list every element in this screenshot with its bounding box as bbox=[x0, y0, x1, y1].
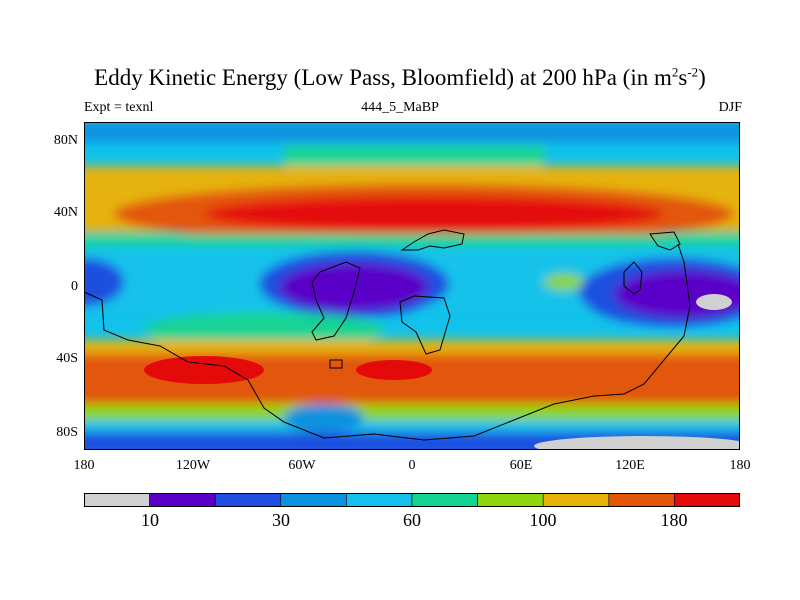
legend-frame bbox=[84, 493, 740, 507]
lon-label: 120E bbox=[615, 458, 645, 473]
legend-label: 100 bbox=[529, 510, 557, 530]
jet-core bbox=[204, 196, 664, 232]
lon-label: 60E bbox=[509, 458, 533, 473]
lat-label: 0 bbox=[71, 279, 78, 294]
map-panel bbox=[84, 122, 740, 450]
lon-label: 60W bbox=[288, 458, 316, 473]
map-frame bbox=[84, 122, 740, 450]
polar-band-north bbox=[84, 122, 740, 142]
legend-swatch bbox=[280, 493, 347, 507]
legend-swatch bbox=[542, 493, 610, 507]
legend-swatch bbox=[84, 493, 150, 507]
legend-swatch bbox=[411, 493, 478, 507]
lon-label: 0 bbox=[408, 458, 416, 473]
minimum-patch bbox=[696, 294, 732, 310]
legend-label: 30 bbox=[272, 510, 290, 530]
coastlines bbox=[84, 229, 691, 441]
tropic-low-west bbox=[84, 258, 124, 306]
legend-swatch bbox=[674, 493, 740, 507]
coastline-southern bbox=[84, 243, 691, 441]
polar-approach-south bbox=[84, 420, 740, 434]
lon-label: 180 bbox=[729, 458, 751, 473]
tropic-core-atlantic bbox=[279, 263, 429, 311]
coastline-eastasia bbox=[649, 231, 681, 251]
color-legend bbox=[84, 493, 740, 507]
storm-core-south-west bbox=[144, 356, 264, 384]
season-label: DJF bbox=[718, 100, 742, 115]
storm-core-south-central bbox=[356, 360, 432, 380]
legend-swatch bbox=[149, 493, 216, 507]
case-label: 444_5_MaBP bbox=[361, 100, 439, 115]
coastline-africa bbox=[399, 295, 451, 355]
highlat-band-south bbox=[84, 404, 740, 420]
lat-label: 40N bbox=[53, 205, 78, 220]
lon-label: 180 bbox=[73, 458, 95, 473]
lat-label: 40S bbox=[56, 351, 78, 366]
legend-swatch bbox=[346, 493, 413, 507]
coastline-maritime bbox=[623, 261, 643, 295]
subtropic-south-a bbox=[144, 312, 384, 348]
coastline-island bbox=[329, 359, 343, 369]
lat-label: 80S bbox=[56, 425, 78, 440]
coastline-southamerica bbox=[311, 261, 361, 341]
contour-map bbox=[84, 122, 740, 450]
legend-label: 180 bbox=[660, 510, 688, 530]
coastline-mediterranean bbox=[400, 229, 465, 251]
legend-swatch bbox=[608, 493, 675, 507]
southern-low-patch bbox=[284, 404, 364, 432]
legend-label: 10 bbox=[141, 510, 159, 530]
antarctic-minimum bbox=[534, 436, 740, 450]
legend-swatch bbox=[214, 493, 282, 507]
experiment-label: Expt = texnl bbox=[84, 100, 154, 115]
legend-label: 60 bbox=[403, 510, 421, 530]
map-title: Eddy Kinetic Energy (Low Pass, Bloomfiel… bbox=[94, 64, 706, 90]
legend-swatch bbox=[477, 493, 544, 507]
tropic-patch-east bbox=[544, 274, 584, 290]
lon-label: 120W bbox=[175, 458, 211, 473]
lat-label: 80N bbox=[53, 133, 78, 148]
